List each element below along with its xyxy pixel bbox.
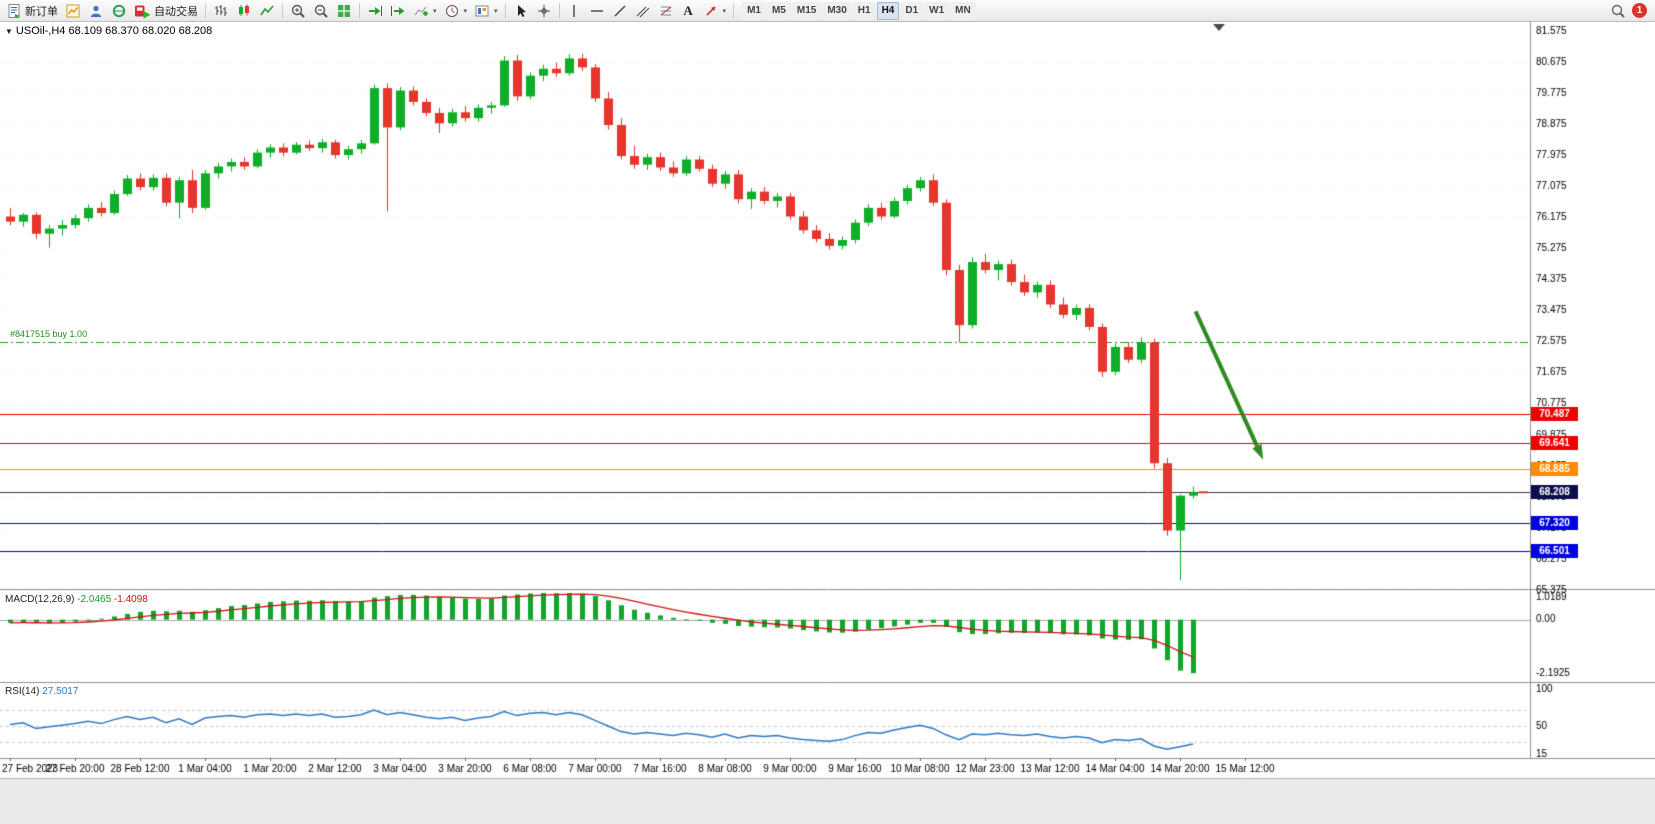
templates-icon [475,5,489,16]
toolbar-separator [733,3,735,18]
timeframe-group: M1 M5 M15 M30 H1 H4 D1 W1 MN [742,1,976,20]
toolbar-separator [558,3,560,18]
indicators-caret: ▾ [433,7,437,15]
line-chart-button[interactable] [256,1,278,20]
tile-windows-button[interactable] [333,1,355,20]
cursor-tool-button[interactable] [510,1,532,20]
auto-scroll-icon [369,5,382,16]
channel-icon [636,6,649,17]
chart-window: ▼ USOil-,H4 68.109 68.370 68.020 68.208 #… [0,22,1655,824]
channel-tool-button[interactable] [632,1,654,20]
zoom-out-button[interactable] [310,1,332,20]
notification-count: 1 [1636,5,1643,16]
new-chart-button[interactable] [62,1,84,20]
fibonacci-tool-button[interactable] [655,1,677,20]
community-icon [112,4,126,17]
chart-canvas[interactable] [0,22,1655,824]
tile-windows-icon [338,4,350,17]
arrows-caret: ▾ [722,7,727,15]
timeframe-button-MN[interactable]: MN [950,1,976,20]
search-icon [1611,4,1625,18]
cursor-icon [517,4,526,17]
text-tool-button[interactable]: A [678,1,699,20]
templates-caret: ▾ [494,7,498,15]
chart-shift-icon [391,5,405,16]
autotrading-label: 自动交易 [154,5,198,18]
indicators-button[interactable]: ▾ [410,1,440,20]
timeframe-button-H4[interactable]: H4 [876,1,900,20]
toolbar: 新订单 自动交易 ▾ ▾ [0,0,1655,22]
vertical-line-icon [573,4,575,17]
candlestick-chart-icon [239,4,249,16]
chart-shift-button[interactable] [387,1,409,20]
indicators-icon [414,6,428,16]
arrows-tool-button[interactable]: ▾ [700,1,730,20]
timeframe-button-D1[interactable]: D1 [900,1,924,20]
fibonacci-icon [660,6,671,15]
bar-chart-icon [215,4,227,16]
timeframe-button-M1[interactable]: M1 [742,1,766,20]
text-tool-label: A [683,3,693,18]
vertical-line-tool-button[interactable] [564,1,585,20]
new-order-button[interactable]: 新订单 [3,1,61,20]
auto-scroll-button[interactable] [364,1,386,20]
line-chart-icon [260,4,274,15]
toolbar-separator [504,3,506,18]
timeframe-button-W1[interactable]: W1 [924,1,950,20]
arrows-tool-icon [705,6,716,16]
templates-button[interactable]: ▾ [471,1,501,20]
crosshair-tool-button[interactable] [533,1,555,20]
horizontal-line-icon [590,9,603,12]
zoom-in-button[interactable] [287,1,309,20]
autotrading-button[interactable]: 自动交易 [131,1,201,20]
trendline-icon [614,5,626,16]
periods-clock-icon [445,4,458,17]
timeframe-button-M5[interactable]: M5 [766,1,791,20]
trendline-tool-button[interactable] [609,1,631,20]
notification-badge[interactable]: 1 [1632,3,1647,18]
periods-button[interactable]: ▾ [441,1,471,20]
crosshair-icon [537,4,550,17]
new-order-icon [8,3,20,18]
candlestick-chart-button[interactable] [233,1,255,20]
new-order-label: 新订单 [25,5,58,18]
timeframe-button-M15[interactable]: M15 [791,1,822,20]
toolbar-separator [205,3,206,18]
zoom-in-icon [291,4,305,18]
toolbar-separator [359,3,360,18]
new-chart-icon [66,4,80,17]
timeframe-button-H1[interactable]: H1 [852,1,876,20]
zoom-out-icon [314,4,328,18]
profiles-button[interactable] [85,1,107,20]
community-button[interactable] [108,1,130,20]
search-button[interactable] [1607,1,1629,20]
periods-caret: ▾ [463,7,468,15]
profiles-icon [91,5,101,17]
timeframe-button-M30[interactable]: M30 [822,1,852,20]
bar-chart-button[interactable] [210,1,232,20]
toolbar-separator [282,3,283,18]
autotrading-icon [135,5,151,19]
horizontal-line-tool-button[interactable] [586,1,608,20]
